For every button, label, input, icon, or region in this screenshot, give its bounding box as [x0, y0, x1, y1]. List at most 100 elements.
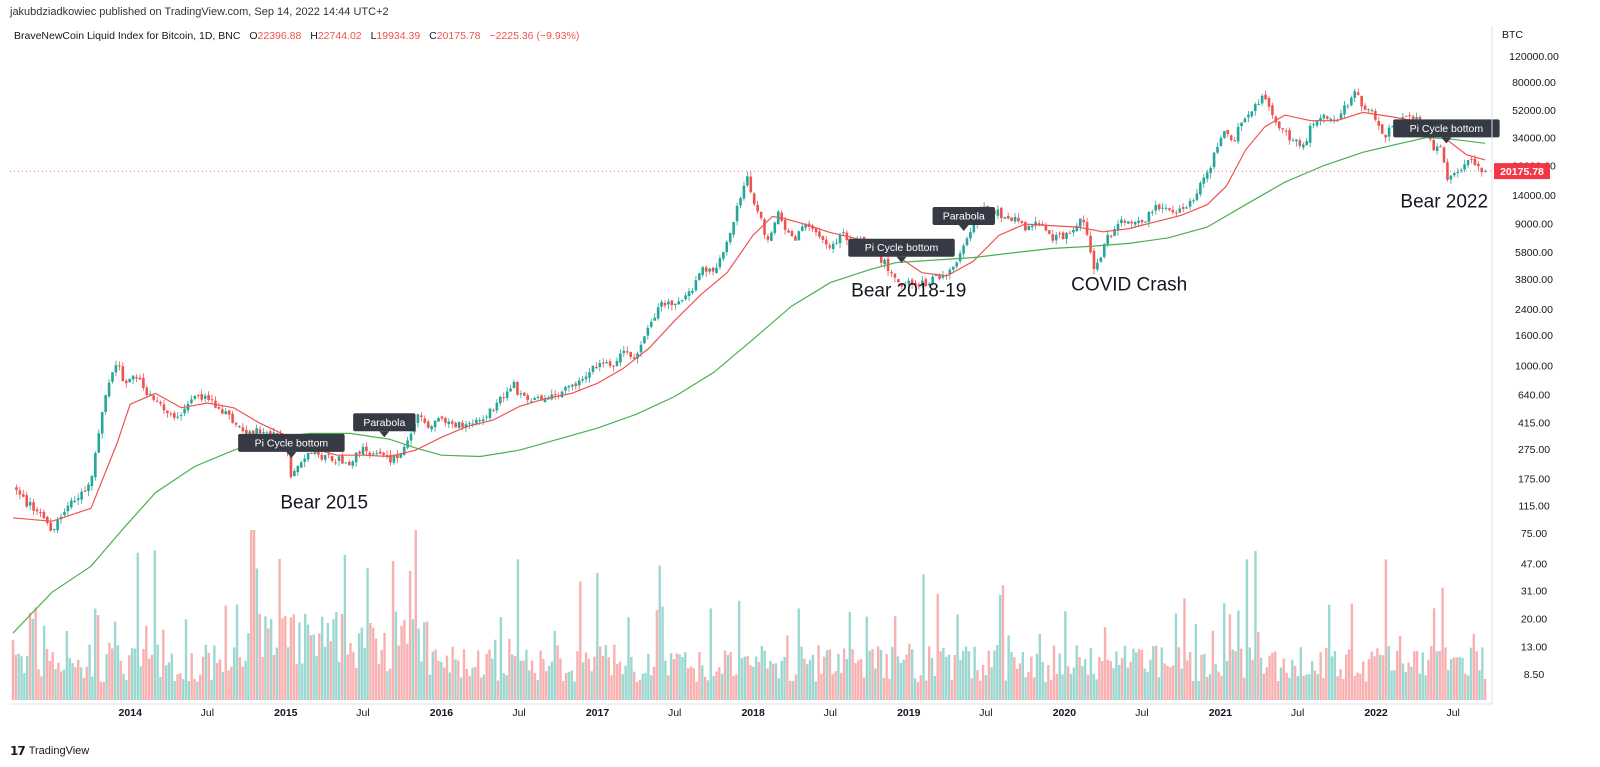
- volume-bar: [1047, 665, 1050, 700]
- volume-bar: [1106, 659, 1110, 700]
- candle-body: [684, 295, 687, 300]
- candle-body: [15, 487, 18, 491]
- volume-bar: [303, 613, 307, 700]
- volume-bar: [709, 608, 712, 700]
- annotation-text: Parabola: [363, 417, 405, 429]
- candle-body: [1102, 244, 1106, 257]
- volume-bar: [1058, 653, 1061, 700]
- volume-bar: [130, 648, 134, 700]
- volume-bar: [496, 680, 500, 700]
- candle-body: [1257, 103, 1260, 105]
- candle-body: [433, 420, 437, 428]
- candle-body: [818, 231, 821, 237]
- volume-bar: [448, 672, 452, 700]
- volume-bar: [1018, 663, 1022, 700]
- volume-bar: [184, 619, 188, 700]
- candle-body: [221, 409, 224, 414]
- low-value: 19934.39: [376, 30, 421, 42]
- candle-body: [1075, 225, 1079, 232]
- candle-body: [831, 243, 835, 249]
- volume-bar: [1072, 667, 1076, 700]
- volume-bar: [919, 675, 922, 700]
- candle-body: [1463, 164, 1466, 170]
- candle-body: [1315, 121, 1319, 126]
- volume-bar: [1339, 669, 1342, 700]
- volume-bar: [511, 654, 514, 700]
- candle-body: [94, 453, 97, 478]
- candle-body: [711, 267, 715, 272]
- volume-bar: [406, 643, 409, 700]
- volume-bar: [1333, 651, 1337, 700]
- volume-bar: [355, 667, 358, 700]
- low-label: L: [370, 30, 377, 42]
- candle-body: [1470, 159, 1473, 161]
- volume-bar: [45, 649, 49, 700]
- x-tick-label: 2016: [430, 707, 454, 719]
- candle-body: [584, 376, 588, 380]
- volume-bar: [377, 663, 381, 700]
- volume-bar: [1089, 648, 1093, 700]
- volume-bar: [1257, 631, 1260, 700]
- candle-body: [749, 176, 753, 193]
- volume-bar: [916, 681, 920, 700]
- volume-bar: [979, 680, 982, 700]
- volume-bar: [791, 680, 795, 700]
- candle-body: [567, 385, 571, 388]
- candle-body: [296, 465, 300, 473]
- volume-bar: [423, 622, 426, 700]
- candle-body: [1154, 204, 1158, 211]
- volume-bar: [309, 635, 313, 700]
- candle-body: [159, 402, 162, 404]
- candle-body: [701, 267, 705, 275]
- candle-body: [1212, 152, 1216, 168]
- candle-body: [423, 418, 427, 423]
- brand-name: TradingView: [28, 745, 90, 757]
- volume-bar: [1370, 651, 1373, 700]
- candle-body: [1037, 223, 1041, 225]
- volume-bar: [1055, 674, 1059, 700]
- volume-bar: [686, 668, 690, 700]
- candle-body: [588, 372, 591, 378]
- x-tick-label: Jul: [1446, 707, 1459, 719]
- candle-body: [1164, 207, 1168, 209]
- candle-body: [1277, 121, 1281, 129]
- candle-body: [450, 421, 454, 424]
- volume-bar: [905, 654, 908, 700]
- volume-bar: [692, 668, 695, 700]
- volume-bar: [414, 530, 417, 700]
- volume-bar: [876, 646, 880, 700]
- candle-body: [1370, 110, 1374, 112]
- volume-bar: [590, 671, 593, 700]
- volume-bar: [85, 666, 88, 700]
- volume-bar: [1379, 654, 1382, 700]
- volume-bar: [255, 568, 259, 700]
- volume-bar: [233, 647, 236, 700]
- tradingview-logo[interactable]: 𝟭𝟳 TradingView: [10, 744, 89, 758]
- candle-body: [396, 454, 399, 459]
- y-tick-label: 31.00: [1521, 585, 1547, 597]
- volume-bar: [442, 667, 446, 700]
- candle-body: [941, 274, 945, 278]
- volume-bar: [425, 621, 429, 700]
- volume-bar: [167, 662, 171, 700]
- candle-body: [790, 231, 794, 237]
- volume-bar: [1421, 652, 1424, 700]
- x-tick-label: 2018: [741, 707, 765, 719]
- volume-bar: [681, 656, 684, 700]
- candle-body: [121, 366, 125, 382]
- volume-bar: [102, 681, 105, 700]
- volume-bar: [488, 649, 491, 700]
- volume-bar: [292, 614, 296, 700]
- volume-bar: [1299, 647, 1302, 700]
- y-tick-label: 75.00: [1521, 528, 1547, 540]
- volume-bar: [306, 624, 310, 700]
- candle-body: [200, 394, 204, 400]
- volume-bar: [893, 616, 897, 700]
- volume-bar: [122, 673, 125, 700]
- volume-bar: [1140, 649, 1144, 700]
- volume-bar: [108, 642, 111, 700]
- volume-bar: [1407, 662, 1410, 700]
- annotation-box: [848, 238, 955, 257]
- candle-body: [1250, 111, 1254, 117]
